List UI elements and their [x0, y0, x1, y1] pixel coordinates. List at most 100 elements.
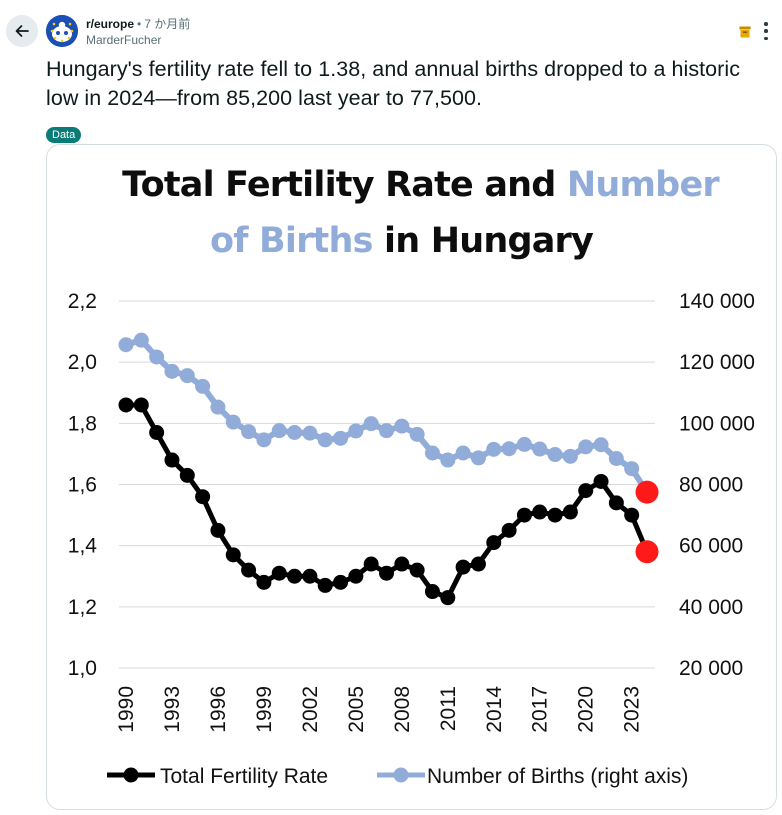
chart-title-part4: in Hungary — [384, 221, 594, 261]
births-data-point — [409, 426, 425, 442]
births-series-line — [125, 337, 650, 494]
fertility-data-point — [470, 556, 486, 572]
highlighted-point — [635, 480, 659, 504]
archive-button[interactable] — [739, 25, 751, 38]
x-tick-label: 2011 — [437, 686, 460, 731]
births-data-point — [547, 447, 563, 463]
births-data-point — [256, 432, 272, 448]
births-data-point — [271, 423, 287, 439]
back-button[interactable] — [6, 15, 38, 47]
x-tick-label: 1999 — [253, 686, 276, 733]
births-data-point — [317, 432, 333, 448]
fertility-data-point — [532, 504, 548, 520]
fertility-data-point — [302, 568, 318, 584]
fertility-data-point — [164, 452, 180, 468]
meta-separator: • — [137, 17, 142, 31]
author-link[interactable]: MarderFucher — [86, 33, 162, 47]
y-right-tick-label: 140 000 — [679, 290, 755, 313]
fertility-data-point — [608, 495, 624, 511]
archive-icon — [739, 26, 751, 38]
fertility-data-point — [424, 584, 440, 600]
post-image[interactable]: Total Fertility Rate and Number of Birth… — [46, 144, 777, 810]
fertility-data-point — [562, 504, 578, 520]
chart-title-line2: of Births in Hungary — [47, 221, 766, 261]
y-left-tick-label: 1,4 — [68, 535, 98, 558]
post-flair[interactable]: Data — [46, 127, 82, 143]
post-title[interactable]: Hungary's fertility rate fell to 1.38, a… — [46, 57, 740, 110]
chart-title-line1: Total Fertility Rate and Number — [56, 165, 776, 205]
births-data-point — [179, 368, 195, 384]
births-data-point — [455, 445, 471, 461]
y-right-tick-label: 120 000 — [679, 351, 755, 374]
births-data-point — [593, 437, 609, 453]
births-data-point — [578, 439, 594, 455]
fertility-births-chart: 2,2 2,0 1,8 1,6 1,4 1,2 1,0 140 000 120 000 100 0… — [68, 290, 755, 788]
births-data-point — [470, 450, 486, 466]
fertility-data-point — [225, 547, 241, 563]
births-data-point — [225, 414, 241, 430]
births-data-point — [210, 399, 226, 415]
x-tick-label: 2020 — [575, 686, 598, 733]
post-time: 7 か月前 — [144, 17, 191, 31]
births-data-point — [149, 349, 165, 365]
fertility-data-point — [133, 397, 149, 413]
y-left-tick-label: 1,8 — [68, 412, 97, 435]
fertility-data-point — [317, 577, 333, 593]
fertility-data-point — [241, 562, 257, 578]
births-data-point — [624, 461, 640, 477]
births-data-point — [424, 445, 440, 461]
x-tick-label: 2014 — [483, 686, 506, 733]
fertility-data-point — [547, 507, 563, 523]
births-data-point — [379, 423, 394, 439]
births-data-point — [532, 441, 548, 457]
y-left-tick-label: 2,0 — [68, 351, 97, 374]
highlighted-point — [635, 540, 659, 564]
births-data-point — [440, 452, 456, 468]
y-left-tick-label: 1,0 — [68, 657, 97, 680]
x-tick-label: 1993 — [161, 686, 184, 733]
y-right-tick-label: 40 000 — [679, 596, 743, 619]
chart-title-part3: of Births — [209, 221, 373, 261]
births-data-point — [608, 451, 624, 467]
births-data-point — [133, 332, 149, 348]
x-tick-label: 2023 — [621, 686, 644, 733]
arrow-left-icon — [15, 25, 29, 37]
fertility-data-point — [256, 574, 272, 590]
chart-title-part1: Total Fertility Rate and — [122, 165, 556, 205]
fertility-data-point — [149, 425, 165, 441]
y-left-tick-label: 2,2 — [68, 290, 97, 313]
y-left-tick-label: 1,6 — [68, 474, 97, 497]
births-data-point — [486, 441, 502, 457]
fertility-data-point — [409, 562, 425, 578]
births-data-point — [302, 425, 318, 441]
fertility-data-point — [287, 568, 303, 584]
subreddit-avatar[interactable] — [46, 15, 78, 47]
fertility-data-point — [624, 507, 640, 523]
births-data-point — [516, 436, 532, 452]
legend-label: Total Fertility Rate — [160, 765, 328, 788]
fertility-data-point — [516, 507, 532, 523]
y-right-tick-label: 100 000 — [679, 412, 755, 435]
x-tick-label: 1996 — [207, 686, 230, 733]
births-data-point — [562, 448, 578, 464]
x-tick-label: 2008 — [391, 686, 414, 733]
x-tick-label: 1990 — [115, 686, 138, 733]
births-data-point — [118, 337, 134, 353]
legend-marker — [393, 767, 409, 783]
y-right-tick-label: 60 000 — [679, 535, 743, 558]
subreddit-link[interactable]: r/europe — [86, 17, 135, 31]
chart-title-part2: Number — [566, 165, 720, 205]
births-data-point — [394, 418, 410, 434]
births-data-point — [363, 416, 379, 432]
fertility-data-point — [486, 535, 502, 551]
fertility-data-point — [379, 565, 394, 581]
y-left-tick-label: 1,2 — [68, 596, 97, 619]
births-data-point — [287, 425, 303, 441]
births-data-point — [348, 423, 364, 439]
more-vertical-icon[interactable] — [763, 22, 769, 40]
y-right-tick-label: 80 000 — [679, 474, 743, 497]
births-data-point — [241, 424, 257, 440]
fertility-data-point — [440, 590, 456, 606]
fertility-data-point — [363, 556, 379, 572]
eu-flag-logo-icon — [46, 15, 78, 47]
